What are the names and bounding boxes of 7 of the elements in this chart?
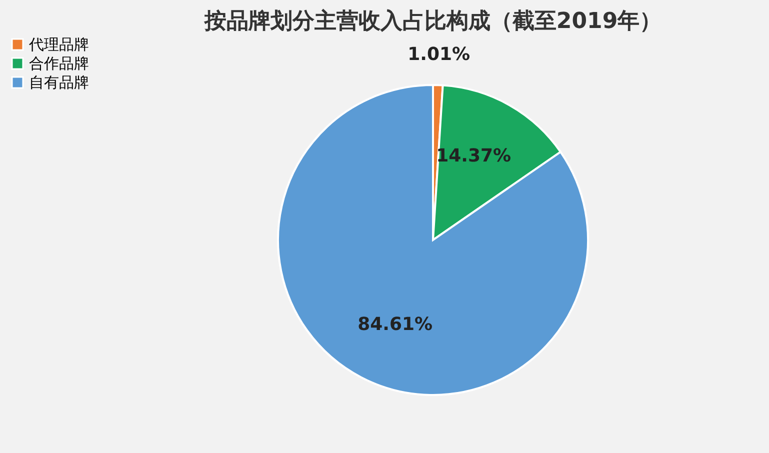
legend-label: 自有品牌 — [29, 74, 89, 92]
legend-label: 代理品牌 — [28, 36, 89, 54]
pie-slice — [277, 84, 589, 396]
data-label: 84.61% — [358, 314, 433, 335]
legend-label: 合作品牌 — [29, 54, 89, 72]
data-label: 1.01% — [408, 44, 470, 66]
chart-title: 按品牌划分主营收入占比构成（截至2019年） — [203, 8, 662, 34]
